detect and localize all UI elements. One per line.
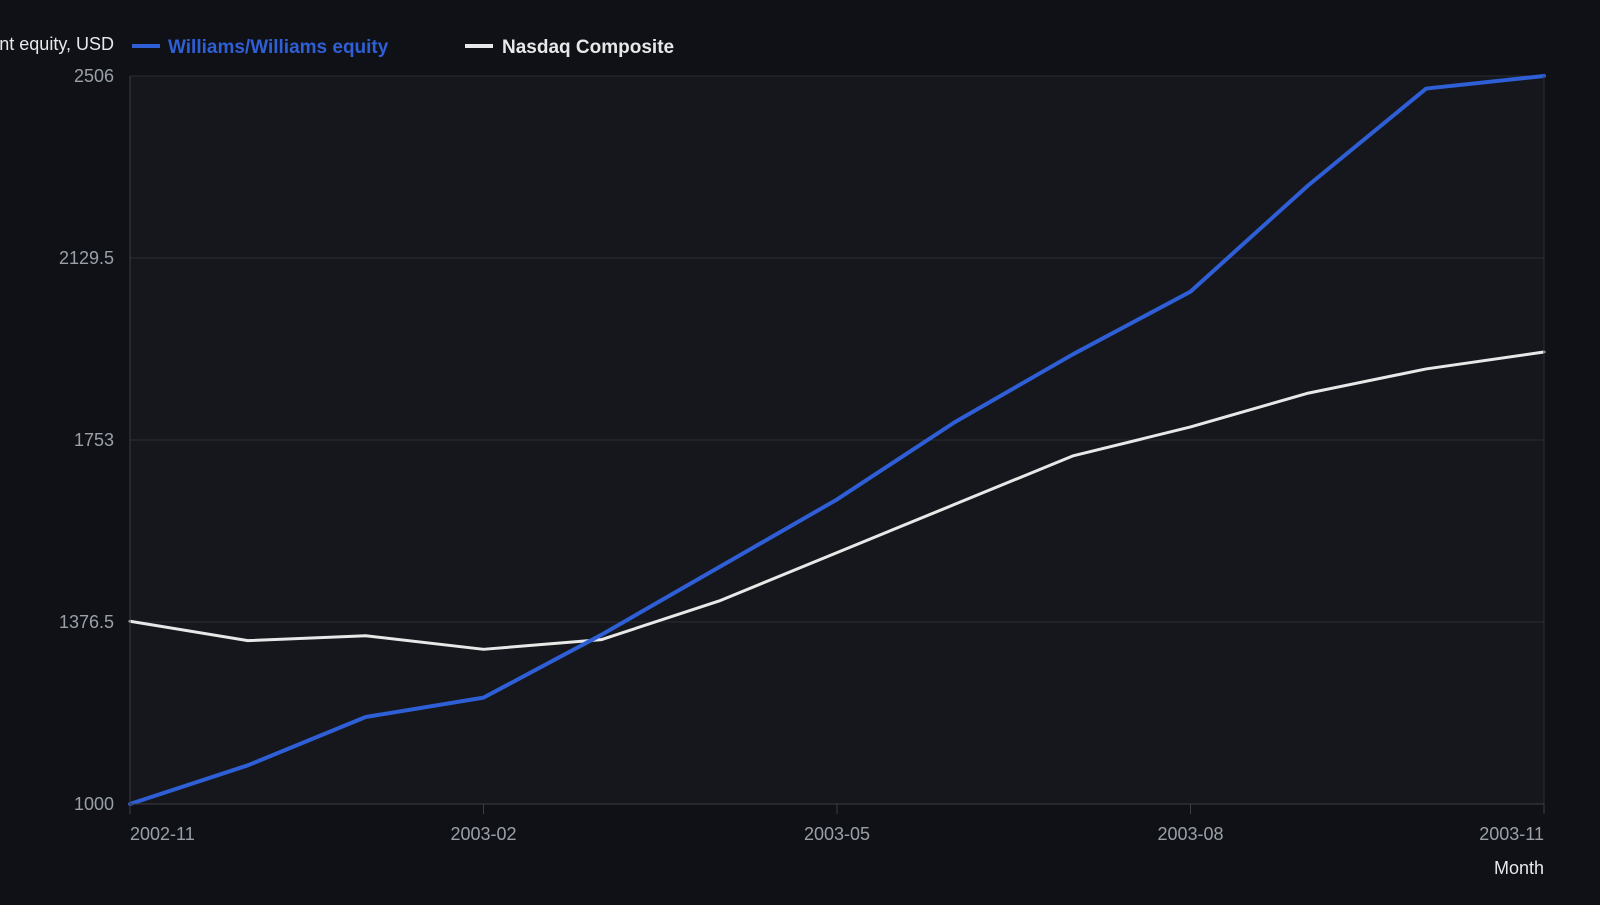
axes (129, 76, 1545, 814)
legend-label-nasdaq[interactable]: Nasdaq Composite (502, 37, 674, 58)
legend[interactable]: Williams/Williams equity Nasdaq Composit… (132, 37, 674, 58)
y-tick-label: 1000 (74, 794, 114, 814)
x-tick-label: 2003-05 (804, 824, 870, 844)
series-lines (128, 74, 1546, 806)
x-tick-label: 2003-11 (1479, 824, 1544, 844)
x-tick-label: 2002-11 (130, 824, 195, 844)
series-line-equity[interactable] (128, 74, 1546, 806)
x-tick-labels: 2002-11 2003-02 2003-05 2003-08 2003-11 (130, 824, 1544, 844)
y-tick-label: 1753 (74, 430, 114, 450)
legend-label-equity[interactable]: Williams/Williams equity (168, 37, 389, 58)
y-tick-labels: 1000 1376.5 1753 2129.5 2506 (59, 66, 114, 814)
y-tick-label: 1376.5 (59, 612, 114, 632)
x-tick-label: 2003-08 (1157, 824, 1223, 844)
y-axis-title: Account equity, USD (0, 34, 114, 54)
x-axis-title: Month (1494, 858, 1544, 878)
y-tick-label: 2129.5 (59, 248, 114, 268)
x-tick-label: 2003-02 (450, 824, 516, 844)
y-tick-label: 2506 (74, 66, 114, 86)
series-line-nasdaq[interactable] (128, 350, 1546, 651)
